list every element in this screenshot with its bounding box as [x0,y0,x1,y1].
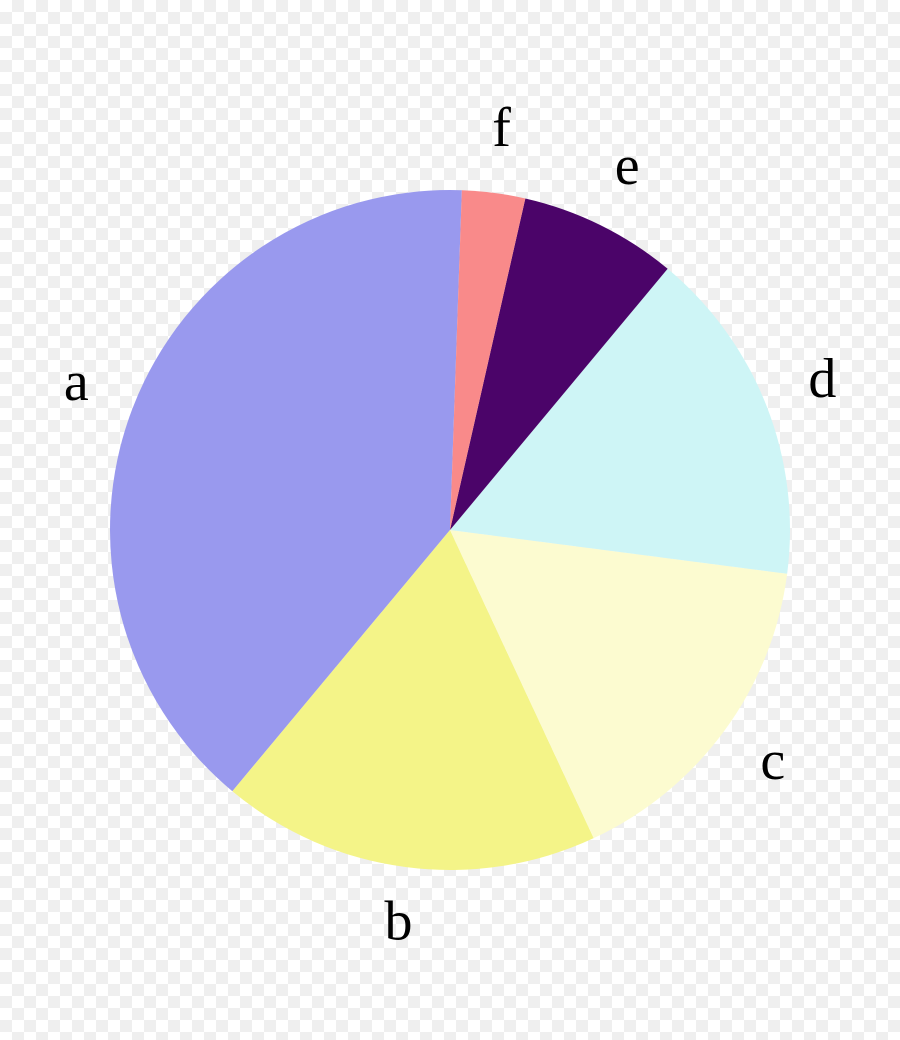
pie-label-c: c [760,730,785,792]
pie-chart-svg: a b c d e f [0,0,900,1040]
pie-label-e: e [615,135,640,197]
chart-container: { "chart": { "type": "pie", "width": 900… [0,0,900,1040]
pie-label-a: a [64,351,89,413]
pie-label-f: f [492,97,511,159]
pie-label-b: b [384,891,412,953]
pie-label-d: d [808,348,836,410]
